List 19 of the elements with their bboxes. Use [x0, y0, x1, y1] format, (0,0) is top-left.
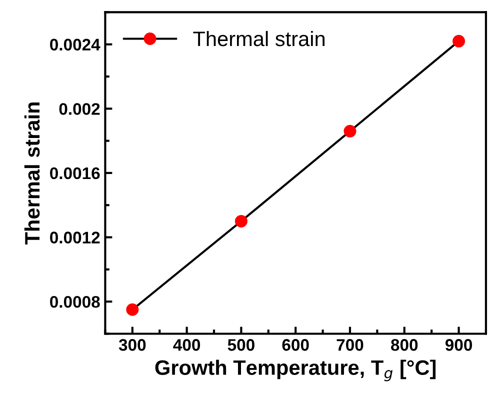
- x-tick-label: 800: [391, 339, 418, 351]
- y-tick-label: 0.0016: [50, 167, 100, 180]
- point: [234, 214, 248, 228]
- x-tick-label: 600: [282, 339, 309, 351]
- x-tick-label: 300: [118, 339, 146, 351]
- x-tick-label: 700: [336, 339, 364, 351]
- point: [126, 303, 139, 316]
- x-tick-label: 400: [173, 339, 200, 351]
- y-axis-title: Thermal strain: [24, 102, 40, 245]
- y-tick-label: 0.002: [59, 103, 100, 115]
- y-tick-label: 0.0024: [50, 38, 100, 51]
- point: [452, 34, 466, 48]
- y-tick-label: 0.0012: [50, 232, 100, 244]
- y-tick-label: 0.0008: [50, 296, 100, 308]
- x-axis-title: Growth Temperature, T$_{g}$ [°C]: [155, 360, 436, 382]
- legend-label: Thermal strain: [193, 30, 324, 46]
- point: [344, 124, 356, 138]
- x-tick-label: 500: [228, 339, 254, 351]
- x-tick-label: 900: [445, 339, 472, 351]
